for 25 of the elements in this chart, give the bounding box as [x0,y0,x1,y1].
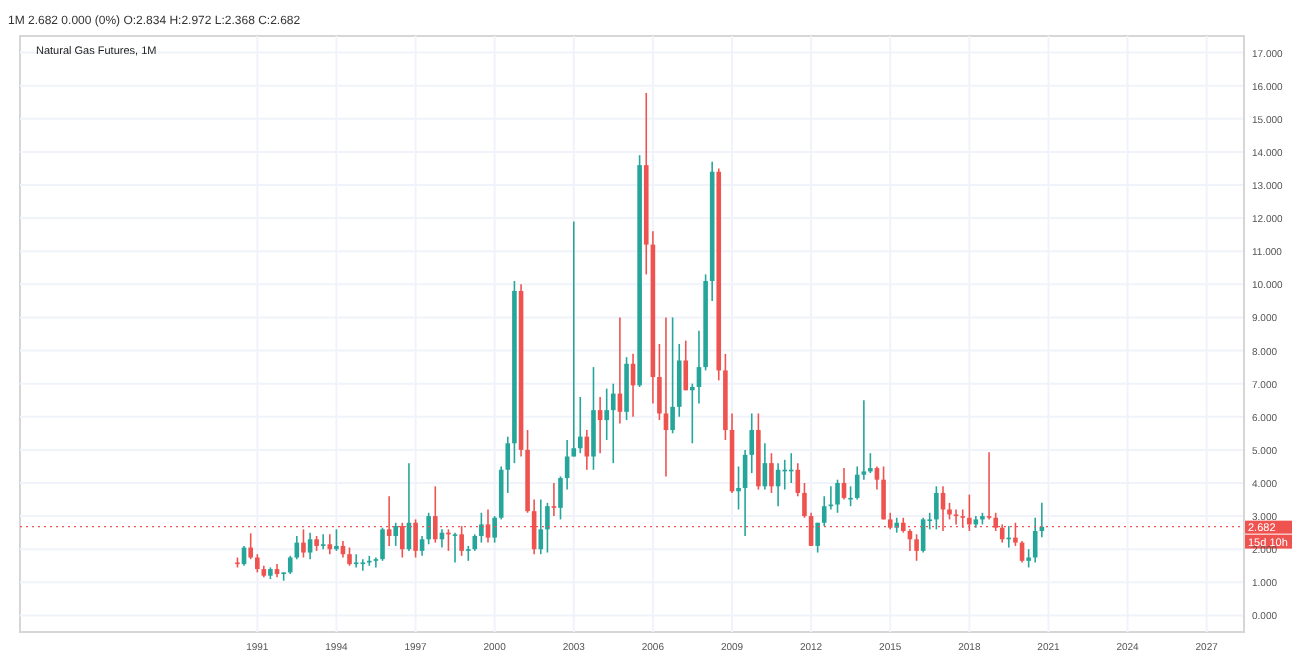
candlestick [360,558,366,572]
candlestick [393,521,399,547]
candlestick [334,528,339,552]
candlestick [591,366,596,471]
candlestick [479,511,484,544]
candlestick [769,452,774,494]
candlestick [610,382,616,464]
candlestick [835,478,840,514]
candlestick [255,553,260,574]
candlestick [538,498,544,555]
candlestick [347,546,352,567]
candlestick [881,465,886,521]
candlestick [320,533,326,551]
candlestick [452,531,458,564]
candlestick [683,339,689,392]
candlestick [353,553,359,569]
candlestick [380,526,385,562]
candlestick [551,482,557,517]
candlestick [248,532,253,560]
candlestick [934,485,939,531]
candlestick [986,451,992,521]
candlestick [545,502,550,554]
candlestick [670,316,675,435]
candlestick [914,533,919,562]
candlestick [307,531,313,560]
